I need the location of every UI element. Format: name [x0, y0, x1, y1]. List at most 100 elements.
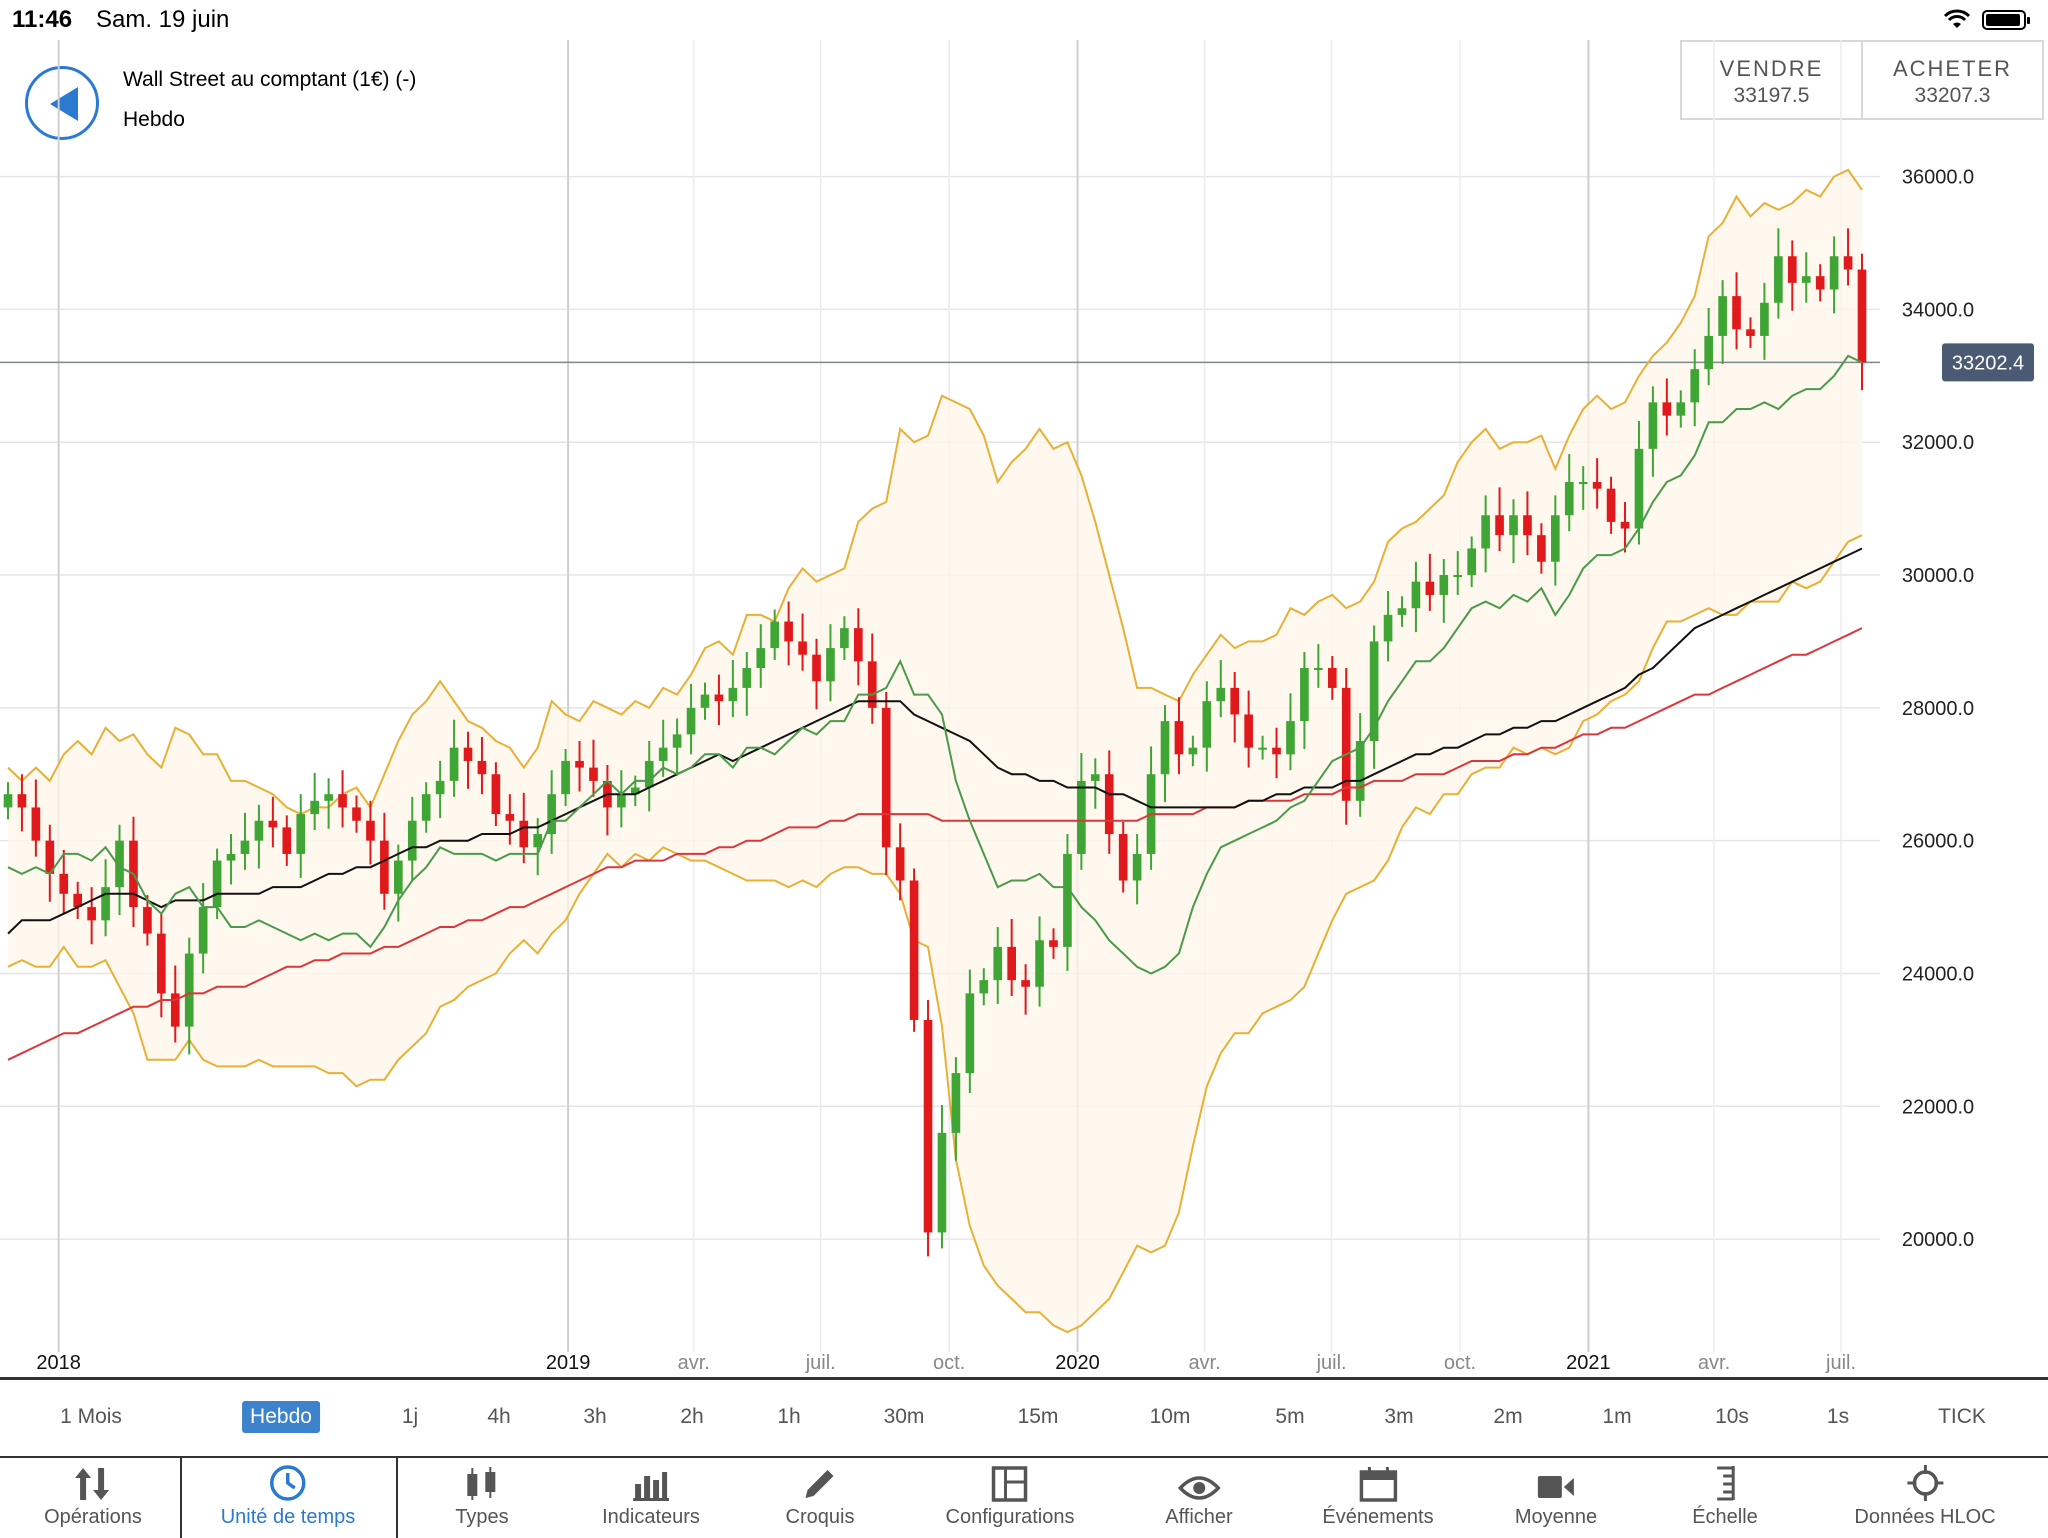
candle-body — [115, 840, 124, 888]
timeframe-4h[interactable]: 4h — [487, 1405, 511, 1428]
candle-body — [296, 814, 306, 854]
toolbar-bar-chart-button[interactable]: Indicateurs — [602, 1458, 700, 1538]
candle-body — [1523, 515, 1532, 536]
candle-body — [1118, 834, 1128, 881]
toolbar-camera-button[interactable]: Moyenne — [1515, 1458, 1597, 1538]
candle-body — [226, 853, 236, 861]
timeframe-1h[interactable]: 1h — [777, 1405, 801, 1428]
timeframe-1-mois[interactable]: 1 Mois — [60, 1405, 122, 1428]
candle-body — [630, 787, 640, 795]
pencil-icon — [786, 1458, 855, 1502]
timeframe-10m[interactable]: 10m — [1149, 1405, 1191, 1428]
eye-icon — [1165, 1458, 1232, 1502]
y-tick-label: 30000.0 — [1902, 565, 1974, 587]
timeframe-30m[interactable]: 30m — [883, 1405, 925, 1428]
sell-price: 33197.5 — [1733, 84, 1810, 107]
candle-body — [1662, 402, 1672, 416]
candle-body — [1578, 482, 1588, 485]
current-price-label: 33202.4 — [1952, 352, 2024, 374]
candle-body — [1341, 687, 1351, 801]
toolbar-divider — [180, 1458, 182, 1538]
timeframe-2h[interactable]: 2h — [680, 1405, 704, 1428]
status-time: 11:46 — [12, 6, 73, 33]
candle-body — [101, 887, 110, 921]
back-button[interactable] — [25, 66, 99, 140]
timeframe-10s[interactable]: 10s — [1715, 1405, 1749, 1428]
sma-green-line — [7, 354, 1863, 975]
x-tick-label: juil. — [1825, 1352, 1856, 1374]
timeframe-3m[interactable]: 3m — [1384, 1405, 1414, 1428]
candle-body — [1383, 614, 1393, 642]
candle-body — [1509, 515, 1518, 536]
candle-body — [17, 794, 27, 808]
candle-body — [352, 807, 361, 821]
candle-body — [1843, 256, 1853, 270]
candle-body — [951, 1073, 961, 1133]
candle-body — [421, 794, 431, 821]
buy-button[interactable]: ACHETER 33207.3 — [1861, 42, 2042, 118]
timeframe-1j[interactable]: 1j — [401, 1405, 419, 1428]
candle-body — [1035, 940, 1044, 987]
toolbar-pencil-button[interactable]: Croquis — [785, 1458, 855, 1538]
bollinger-lower-line — [7, 534, 1863, 1334]
candle-body — [449, 747, 459, 781]
candle-body — [1746, 329, 1755, 336]
sell-button[interactable]: VENDRE 33197.5 — [1682, 42, 1861, 118]
toolbar-candles-button[interactable]: Types — [455, 1458, 509, 1538]
candle-body — [895, 847, 905, 881]
timeframe-5m[interactable]: 5m — [1275, 1405, 1305, 1428]
toolbar-calendar-button[interactable]: Événements — [1322, 1458, 1434, 1538]
candle-body — [784, 621, 793, 642]
toolbar-label: Croquis — [785, 1506, 855, 1528]
candle-body — [993, 946, 1003, 981]
timeframe-3h[interactable]: 3h — [583, 1405, 607, 1428]
candle-body — [589, 767, 598, 781]
candle-body — [212, 860, 222, 908]
candle-body — [1425, 581, 1435, 595]
toolbar-layout-button[interactable]: Configurations — [945, 1458, 1075, 1538]
x-tick-label: avr. — [1698, 1352, 1730, 1374]
status-date: Sam. 19 juin — [96, 6, 230, 33]
toolbar-label: Configurations — [945, 1506, 1075, 1528]
candle-body — [170, 993, 180, 1027]
candle-body — [282, 827, 292, 854]
candle-body — [1286, 721, 1295, 755]
candle-body — [575, 760, 584, 768]
candle-body — [1244, 714, 1253, 748]
candle-body — [1132, 853, 1142, 881]
timeframe-1m[interactable]: 1m — [1602, 1405, 1632, 1428]
candle-body — [700, 694, 710, 708]
candle-body — [1327, 667, 1337, 688]
timeframe-15m[interactable]: 15m — [1017, 1405, 1059, 1428]
toolbar-crosshair-button[interactable]: Données HLOC — [1854, 1458, 1996, 1538]
candle-body — [937, 1132, 947, 1233]
timeframe-hebdo[interactable]: Hebdo — [242, 1401, 320, 1433]
timeframe-bar: 1 Mois Hebdo 1j 4h 3h 2h 1h 30m 15m 10m 5m 3m 2m 1m 10… — [0, 1378, 2048, 1456]
sell-label: VENDRE — [1719, 56, 1824, 81]
candle-body — [1453, 575, 1463, 578]
timeframe-2m[interactable]: 2m — [1493, 1405, 1523, 1428]
toolbar-divider — [396, 1458, 398, 1538]
candle-body — [1049, 940, 1058, 947]
candle-body — [1077, 780, 1086, 854]
candle-body — [1620, 521, 1630, 529]
toolbar-arrows-updown-button[interactable]: Opérations — [44, 1458, 142, 1538]
timeframe-1s[interactable]: 1s — [1826, 1405, 1850, 1428]
x-tick-label: 2018 — [36, 1352, 81, 1374]
timeframe-tick[interactable]: TICK — [1938, 1405, 1986, 1428]
candle-body — [547, 794, 556, 835]
x-tick-label: juil. — [805, 1352, 836, 1374]
y-tick-label: 22000.0 — [1902, 1096, 1974, 1118]
toolbar-clock-button[interactable]: Unité de temps — [221, 1458, 355, 1538]
candle-body — [644, 760, 654, 788]
toolbar-eye-button[interactable]: Afficher — [1165, 1458, 1233, 1538]
bar-chart-icon — [602, 1458, 700, 1502]
timeframe-label: Hebdo — [123, 108, 185, 131]
candle-body — [1439, 575, 1449, 595]
toolbar-scale-button[interactable]: Échelle — [1692, 1458, 1758, 1538]
candle-body — [1411, 581, 1421, 609]
x-tick-label: 2020 — [1055, 1352, 1100, 1374]
price-chart[interactable]: 20000.0 22000.0 24000.0 26000.0 28000.0 30000… — [0, 40, 2048, 1378]
candle-body — [686, 707, 696, 735]
candle-body — [1718, 296, 1727, 336]
